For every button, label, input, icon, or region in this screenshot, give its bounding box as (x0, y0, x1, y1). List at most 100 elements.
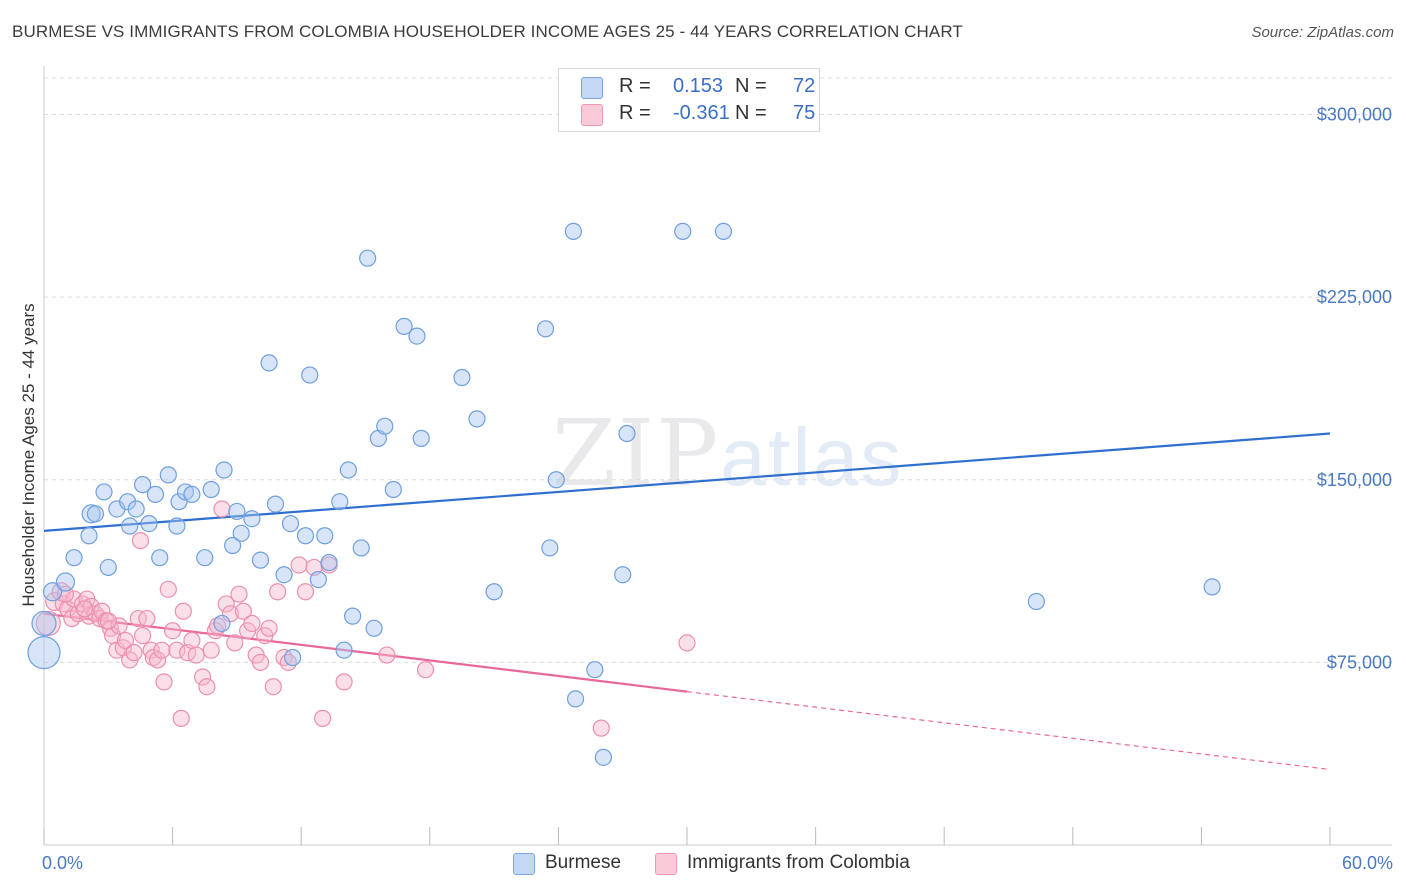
data-point (384, 480, 402, 499)
legend-r-value: 0.153 (673, 75, 724, 97)
legend-r-label: R = (619, 102, 651, 124)
data-point (65, 549, 83, 567)
watermark: ZIPatlas (552, 400, 903, 507)
data-point (127, 500, 145, 518)
data-point (198, 678, 216, 696)
data-point (592, 719, 610, 737)
data-point (541, 539, 559, 557)
data-point (133, 476, 152, 494)
data-point (116, 631, 135, 650)
legend-n-value: 75 (793, 102, 816, 124)
legend-swatch-burmese (513, 853, 535, 875)
data-point (81, 504, 101, 524)
trend-line-colombia-extrapolated (686, 691, 1331, 771)
data-point (320, 553, 338, 572)
data-point (260, 619, 278, 637)
data-point (42, 582, 63, 602)
data-point (674, 222, 692, 240)
data-point (618, 424, 636, 443)
y-tick-label: $150,000 (1317, 470, 1392, 490)
data-point (55, 572, 76, 592)
data-point (138, 609, 156, 628)
data-point (153, 641, 171, 659)
data-point (359, 249, 377, 267)
data-point (269, 583, 287, 601)
data-point (125, 644, 143, 662)
legend-swatch-colombia (655, 853, 677, 875)
data-point (148, 651, 167, 669)
data-point (110, 617, 128, 635)
data-point (281, 514, 300, 533)
x-tick-label: 0.0% (42, 853, 83, 873)
data-point (174, 602, 192, 620)
data-point (678, 634, 696, 652)
data-point (140, 514, 158, 533)
data-point (1027, 592, 1045, 611)
gridlines (44, 77, 1392, 663)
data-point (412, 429, 430, 447)
data-point (301, 366, 319, 384)
data-point (331, 493, 349, 511)
data-point (86, 505, 105, 523)
data-point (168, 517, 186, 535)
data-point (133, 626, 152, 645)
data-point (264, 678, 282, 696)
legend-swatch-colombia (581, 104, 603, 126)
data-point (284, 648, 302, 667)
data-point (172, 709, 190, 727)
y-axis-title: Householder Income Ages 25 - 44 years (19, 303, 38, 606)
data-point (226, 634, 244, 652)
data-point (714, 222, 733, 240)
legend-n-label: N = (735, 102, 767, 124)
data-point (27, 636, 61, 670)
legend-label-burmese: Burmese (545, 852, 622, 873)
data-point (290, 556, 308, 574)
data-point (453, 368, 471, 387)
data-point (146, 485, 165, 503)
data-point (566, 690, 585, 708)
legend-r-label: R = (619, 75, 651, 97)
data-point (335, 641, 353, 659)
data-point (564, 222, 583, 240)
data-point (118, 493, 137, 511)
data-point (215, 461, 233, 479)
data-point (196, 549, 214, 567)
data-point (416, 661, 435, 679)
data-point (309, 570, 327, 589)
data-point (339, 461, 357, 479)
data-point (266, 495, 285, 513)
legend-swatch-burmese (581, 77, 603, 99)
data-point (95, 483, 113, 501)
data-point (234, 602, 252, 620)
data-point (408, 327, 426, 345)
data-point (314, 709, 332, 727)
data-point (99, 558, 117, 577)
data-point (194, 668, 212, 686)
axes (43, 66, 1392, 846)
data-point (352, 539, 370, 557)
data-point (224, 536, 242, 555)
data-point (183, 485, 201, 503)
data-point (1203, 578, 1221, 596)
data-point (213, 614, 231, 633)
data-point (99, 612, 117, 630)
data-point (485, 583, 503, 601)
data-point (221, 605, 240, 623)
data-point (151, 549, 169, 567)
data-point (159, 580, 177, 598)
data-point (296, 527, 315, 545)
data-point (344, 607, 362, 625)
data-point (275, 566, 293, 584)
data-point (31, 610, 57, 637)
data-point (365, 619, 383, 637)
colombia-points (35, 500, 696, 737)
y-tick-label: $225,000 (1317, 287, 1392, 307)
data-point (296, 583, 315, 601)
x-tick-label: 60.0% (1342, 853, 1393, 873)
data-point (251, 551, 270, 569)
data-point (159, 466, 177, 484)
legend-label-colombia: Immigrants from Colombia (687, 852, 910, 873)
data-point (378, 646, 396, 664)
data-point (187, 646, 205, 664)
axis-labels: $75,000 $150,000 $225,000 $300,000 0.0% 60.0%… (19, 105, 1393, 873)
